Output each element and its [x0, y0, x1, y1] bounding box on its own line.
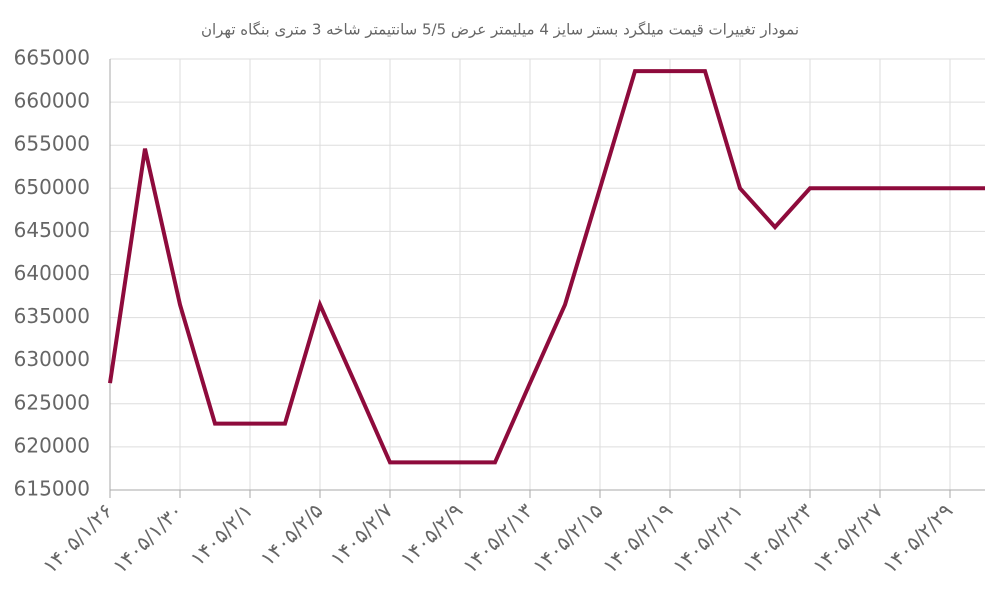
- x-tick-label: ۱۴۰۵/۱/۳۰: [108, 498, 188, 578]
- data-line: [108, 69, 985, 465]
- x-tick-label: ۱۴۰۵/۲/۵: [255, 498, 327, 570]
- y-tick-label: 660000: [14, 89, 90, 113]
- x-tick-label: ۱۴۰۵/۲/۹: [395, 498, 467, 570]
- chart-title: نمودار تغییرات قیمت میلگرد بستر سایز 4 م…: [201, 21, 799, 39]
- y-tick-label: 635000: [14, 304, 90, 328]
- y-tick-label: 620000: [14, 433, 90, 457]
- y-tick-label: 630000: [14, 347, 90, 371]
- x-tick-label: ۱۴۰۵/۲/۱: [185, 498, 257, 570]
- x-tick-label: ۱۴۰۵/۲/۲۳: [738, 498, 818, 578]
- x-tick-label: ۱۴۰۵/۲/۱۹: [598, 498, 678, 578]
- y-tick-label: 640000: [14, 261, 90, 285]
- y-tick-label: 645000: [14, 218, 90, 242]
- y-tick-label: 655000: [14, 132, 90, 156]
- x-tick-label: ۱۴۰۵/۲/۲۱: [668, 498, 748, 578]
- x-tick-label: ۱۴۰۵/۱/۲۶: [38, 498, 118, 578]
- y-tick-label: 625000: [14, 390, 90, 414]
- x-tick-label: ۱۴۰۵/۲/۲۹: [878, 498, 958, 578]
- y-tick-label: 615000: [14, 477, 90, 501]
- x-tick-label: ۱۴۰۵/۲/۱۵: [528, 498, 608, 578]
- x-tick-label: ۱۴۰۵/۲/۲۷: [808, 498, 888, 578]
- x-tick-label: ۱۴۰۵/۲/۷: [325, 498, 397, 570]
- x-tick-label: ۱۴۰۵/۲/۱۳: [458, 498, 538, 578]
- y-tick-label: 650000: [14, 175, 90, 199]
- y-tick-label: 665000: [14, 46, 90, 70]
